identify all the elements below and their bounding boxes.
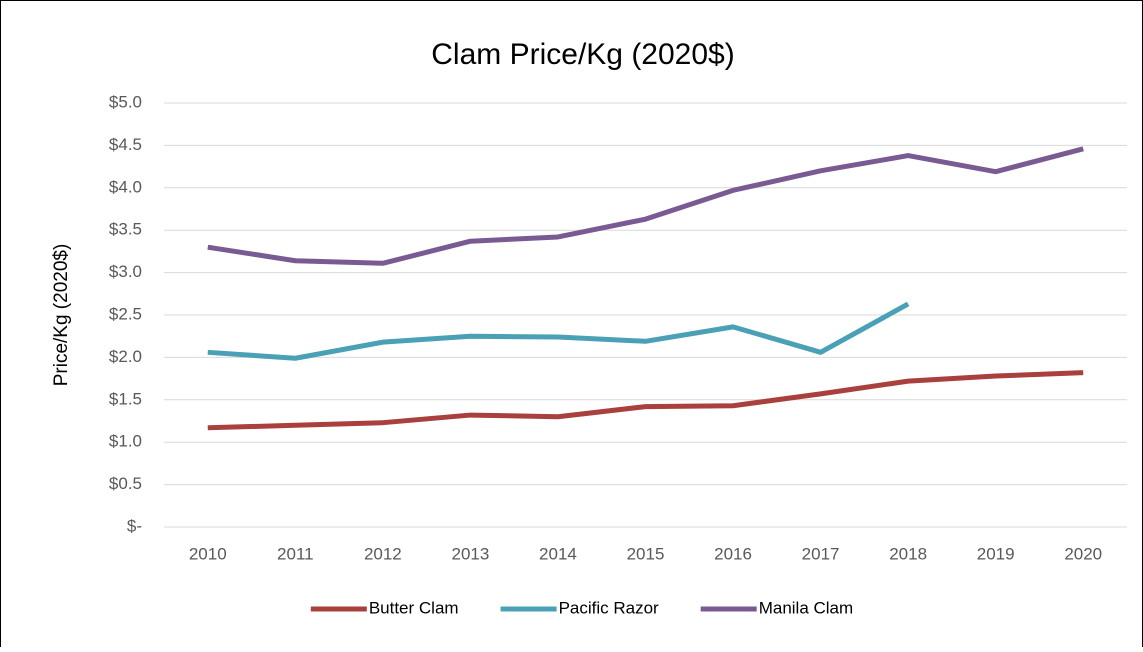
y-tick-label: $- <box>127 516 142 535</box>
chart-title: Clam Price/Kg (2020$) <box>431 38 734 71</box>
y-tick-label: $1.5 <box>109 389 142 408</box>
x-tick-label: 2020 <box>1064 544 1102 563</box>
x-tick-label: 2011 <box>277 544 314 563</box>
y-tick-label: $3.0 <box>109 262 142 281</box>
y-tick-label: $2.0 <box>109 347 142 366</box>
series-line <box>207 301 910 361</box>
x-tick-label: 2019 <box>977 544 1015 563</box>
y-tick-label: $5.0 <box>109 92 142 111</box>
x-tick-label: 2010 <box>189 544 227 563</box>
y-tick-label: $2.5 <box>109 304 142 323</box>
x-tick-label: 2015 <box>627 544 665 563</box>
x-tick-label: 2014 <box>539 544 577 563</box>
x-tick-label: 2013 <box>451 544 489 563</box>
x-tick-label: 2016 <box>714 544 752 563</box>
legend-label: Manila Clam <box>759 598 853 617</box>
series-line <box>207 146 1084 266</box>
x-tick-label: 2012 <box>364 544 402 563</box>
y-tick-label: $4.5 <box>109 135 142 154</box>
legend-label: Pacific Razor <box>559 598 659 617</box>
y-tick-label: $1.0 <box>109 432 142 451</box>
y-axis-label: Price/Kg (2020$) <box>51 244 72 387</box>
series-line <box>207 370 1084 431</box>
x-tick-label: 2018 <box>889 544 927 563</box>
y-tick-label: $4.0 <box>109 177 142 196</box>
x-tick-label: 2017 <box>802 544 840 563</box>
y-tick-label: $3.5 <box>109 220 142 239</box>
legend-label: Butter Clam <box>369 598 459 617</box>
y-tick-label: $0.5 <box>109 474 142 493</box>
